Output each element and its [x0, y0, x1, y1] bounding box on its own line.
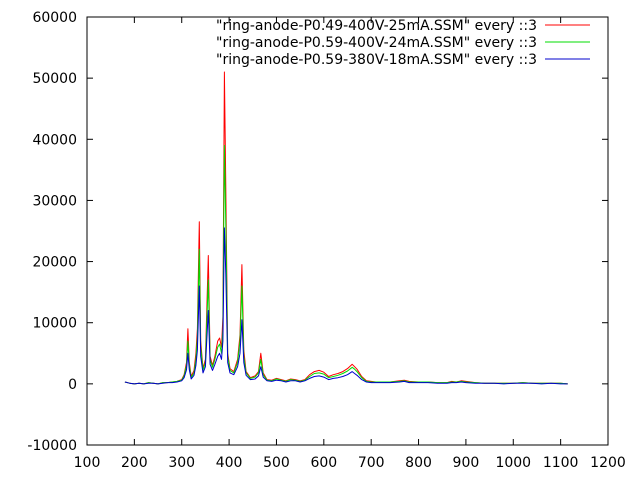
x-tick-label: 900 — [453, 455, 480, 471]
y-tick-label: 30000 — [32, 193, 77, 209]
x-tick-label: 400 — [216, 455, 243, 471]
y-tick-label: 60000 — [32, 10, 77, 26]
plot-area — [124, 71, 568, 385]
series-line-1 — [124, 71, 568, 385]
x-tick-label: 1100 — [543, 455, 579, 471]
x-tick-label: 1000 — [495, 455, 531, 471]
x-tick-label: 100 — [74, 455, 101, 471]
x-tick-label: 500 — [263, 455, 290, 471]
x-tick-label: 800 — [405, 455, 432, 471]
plot-frame — [86, 16, 609, 446]
series-line-2 — [124, 144, 568, 385]
y-tick-label: 50000 — [32, 71, 77, 87]
y-tick-label: 0 — [68, 377, 77, 393]
y-tick-label: 20000 — [32, 255, 77, 271]
x-tick-label: 300 — [168, 455, 195, 471]
y-tick-label: 10000 — [32, 316, 77, 332]
x-tick-label: 700 — [358, 455, 385, 471]
x-tick-label: 600 — [310, 455, 337, 471]
series-line-3 — [124, 227, 568, 385]
y-tick-label: 40000 — [32, 132, 77, 148]
legend-label-3: "ring-anode-P0.59-380V-18mA.SSM" every :… — [216, 52, 537, 68]
x-tick-label: 200 — [121, 455, 148, 471]
axes: 100 200 300 400 500 600 700 800 900 1000 1100 1200 -… — [27, 10, 625, 471]
legend: "ring-anode-P0.49-400V-25mA.SSM" every :… — [216, 18, 590, 68]
y-tick-label: -10000 — [27, 438, 77, 454]
x-tick-label: 1200 — [590, 455, 626, 471]
legend-label-2: "ring-anode-P0.59-400V-24mA.SSM" every :… — [216, 35, 537, 51]
legend-label-1: "ring-anode-P0.49-400V-25mA.SSM" every :… — [216, 18, 537, 34]
